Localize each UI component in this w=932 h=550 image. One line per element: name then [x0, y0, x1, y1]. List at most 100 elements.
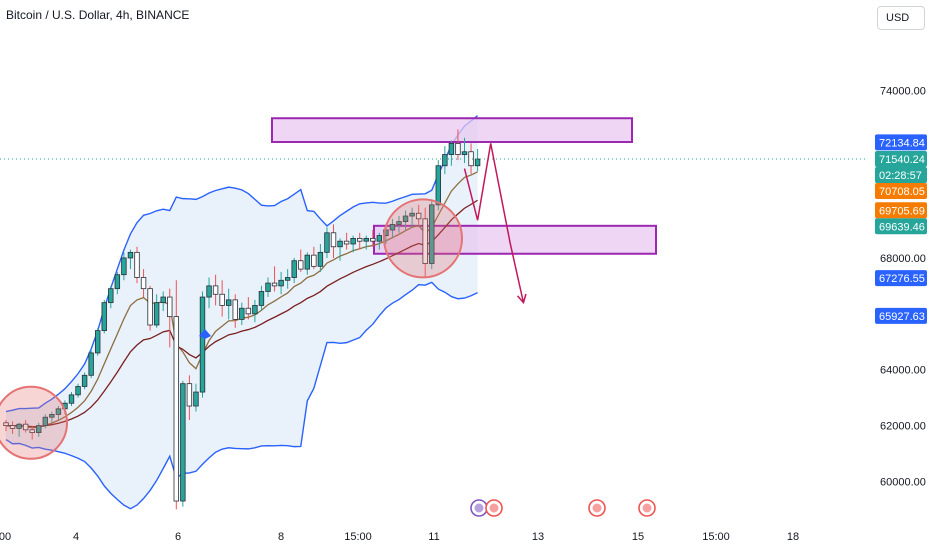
candle: [298, 249, 304, 272]
candle-body: [199, 296, 206, 393]
annotation-layer: [0, 143, 865, 460]
price-tag: 71540.24: [875, 151, 927, 168]
candle-body: [29, 429, 35, 433]
candle: [330, 224, 337, 258]
candle-body: [68, 394, 75, 404]
price-tag-bg: [875, 218, 927, 235]
candle-body: [415, 212, 422, 220]
event-icon-dot: [592, 503, 602, 513]
signal-marker: [199, 329, 211, 339]
price-tag: 02:28:57: [875, 167, 927, 184]
candle: [442, 146, 448, 175]
candle: [81, 372, 88, 390]
candle: [88, 350, 94, 379]
candle: [101, 299, 107, 334]
candle: [140, 269, 147, 298]
candle: [252, 299, 258, 323]
price-tick-label: 74000.00: [880, 85, 926, 97]
candle: [278, 271, 284, 295]
candle: [219, 280, 225, 317]
candle: [389, 218, 396, 239]
candle-body: [134, 251, 140, 278]
candle-body: [324, 232, 330, 253]
price-tag-bg: [875, 270, 927, 287]
candle-body: [317, 251, 324, 267]
price-tag-label: 67276.55: [879, 273, 925, 285]
time-tick-label: 11: [428, 531, 439, 543]
candle-body: [147, 288, 153, 326]
candle: [68, 392, 75, 407]
price-tag: 67276.55: [875, 270, 927, 287]
candle: [193, 383, 199, 412]
candle: [265, 277, 271, 298]
candle-body: [402, 215, 409, 223]
candle: [3, 420, 9, 432]
candle-body: [343, 240, 350, 245]
candle: [448, 140, 455, 166]
price-tag: 69705.69: [875, 202, 927, 219]
candle-body: [461, 151, 468, 155]
ema-slow-line: [5, 199, 478, 428]
candle-body: [337, 240, 343, 248]
candle-body: [311, 254, 317, 267]
currency-selector[interactable]: USD: [877, 6, 925, 30]
candle-body: [22, 423, 29, 431]
projection-arrowhead: [516, 293, 527, 305]
candle-body: [252, 305, 258, 315]
event-icon: [638, 499, 656, 517]
candle-body: [88, 352, 94, 376]
candle-body: [81, 374, 88, 387]
highlight-circle: [0, 385, 68, 460]
candle: [180, 380, 186, 507]
candle: [55, 406, 62, 420]
candle-body: [291, 260, 297, 278]
time-tick-label: 6: [175, 531, 181, 543]
candle: [199, 291, 206, 398]
candle-body: [219, 293, 225, 306]
candle-body: [356, 237, 363, 242]
candle: [134, 246, 140, 284]
price-tag-label: 70708.05: [879, 186, 925, 198]
candle-body: [330, 232, 337, 248]
resistance-zone: [271, 117, 633, 143]
candle-body: [225, 299, 232, 306]
candle-body: [167, 296, 173, 318]
candle: [429, 199, 435, 270]
candle-body: [448, 142, 455, 155]
candle-body: [153, 302, 160, 326]
candle-body: [127, 251, 134, 259]
price-tick-label: 68000.00: [880, 253, 926, 265]
candle-body: [9, 425, 16, 429]
candle: [317, 243, 324, 272]
price-tag-bg: [875, 167, 927, 184]
candle-body: [36, 425, 42, 433]
candle-body: [140, 277, 147, 290]
candle: [232, 294, 238, 328]
projection-path: [463, 143, 525, 303]
price-tag-bg: [875, 307, 927, 324]
price-tick-label: 64000.00: [880, 365, 926, 377]
candle: [29, 425, 35, 440]
candle: [186, 375, 193, 420]
candles-layer: [3, 129, 481, 510]
candle-body: [389, 224, 396, 231]
time-tick-label: 15:00: [344, 531, 372, 543]
time-axis: 00 4 6 8 15:00 11 13 15 15:00 18: [0, 531, 799, 543]
candle-body: [474, 158, 481, 167]
support-zone: [373, 224, 657, 255]
candle: [422, 207, 428, 278]
price-tag-label: 65927.63: [879, 311, 925, 323]
candle-body: [239, 307, 245, 320]
candle-body: [429, 204, 435, 264]
candle-body: [114, 274, 121, 290]
candle-body: [455, 142, 461, 155]
candle-body: [363, 237, 369, 242]
candle-body: [49, 414, 55, 418]
candle-body: [435, 165, 441, 206]
candle-body: [284, 277, 291, 281]
candle: [9, 421, 16, 434]
candle: [396, 216, 402, 233]
candle-body: [370, 237, 376, 242]
candle: [402, 210, 409, 230]
